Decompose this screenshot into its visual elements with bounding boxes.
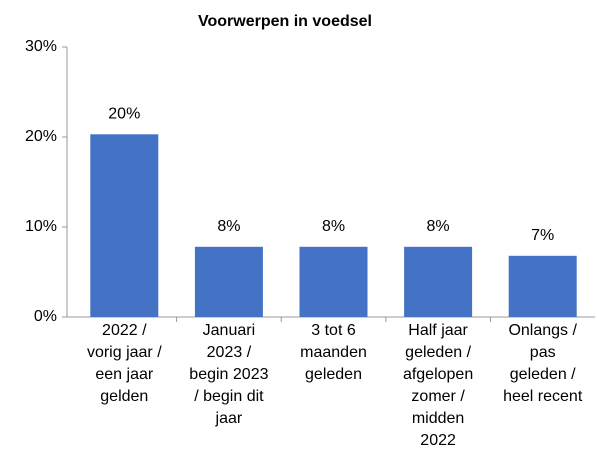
- value-label: 20%: [108, 106, 140, 123]
- y-tick-label: 20%: [25, 128, 57, 145]
- x-tick-label: Onlangs /: [508, 322, 577, 339]
- value-label: 8%: [217, 218, 240, 235]
- x-tick-label: geleden /: [405, 344, 471, 361]
- x-tick-label: 2022 /: [102, 322, 147, 339]
- value-label: 8%: [322, 218, 345, 235]
- bar: [508, 255, 577, 317]
- x-tick-label: heel recent: [503, 388, 583, 405]
- x-tick-label: geleden: [305, 366, 362, 383]
- x-tick-label: / begin dit: [194, 388, 264, 405]
- x-tick-label: pas: [530, 344, 556, 361]
- x-tick-label: 2022: [420, 432, 456, 449]
- x-tick-label: begin 2023: [189, 366, 268, 383]
- y-tick-label: 30%: [25, 38, 57, 55]
- y-tick-label: 10%: [25, 218, 57, 235]
- bar: [90, 134, 159, 317]
- x-tick-label: maanden: [300, 344, 367, 361]
- x-tick-label: vorig jaar /: [87, 344, 162, 361]
- x-tick-label: gelden: [100, 388, 148, 405]
- x-tick-label: jaar: [215, 410, 243, 427]
- y-tick-label: 0%: [34, 308, 57, 325]
- x-tick-label: afgelopen: [403, 366, 473, 383]
- x-tick-label: zomer /: [411, 388, 465, 405]
- x-tick-label: 2023 /: [207, 344, 252, 361]
- value-label: 8%: [427, 218, 450, 235]
- bar: [299, 246, 368, 317]
- x-tick-label: midden: [412, 410, 464, 427]
- chart-title: Voorwerpen in voedsel: [198, 13, 372, 30]
- bar: [194, 246, 263, 317]
- x-tick-label: geleden /: [510, 366, 576, 383]
- x-tick-label: Januari: [203, 322, 255, 339]
- bar: [404, 246, 473, 317]
- x-tick-label: Half jaar: [408, 322, 468, 339]
- x-tick-label: 3 tot 6: [311, 322, 356, 339]
- value-label: 7%: [531, 227, 554, 244]
- x-tick-label: een jaar: [95, 366, 153, 383]
